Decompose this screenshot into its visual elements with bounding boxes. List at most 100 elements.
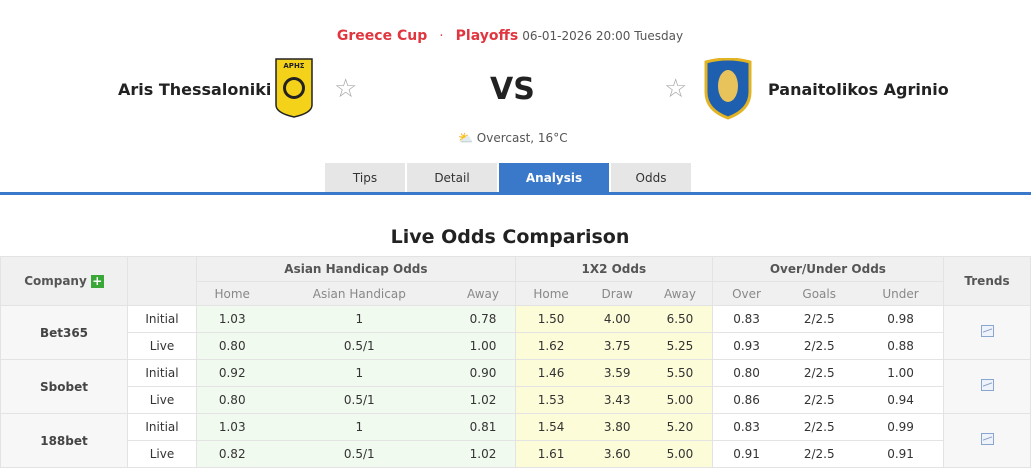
home-favorite-star-icon[interactable]: ☆ (334, 74, 358, 104)
ou-odds-cell[interactable]: 1.00 (858, 359, 945, 387)
ah-odds-cell[interactable]: 1 (267, 305, 452, 333)
add-company-plus-icon[interactable]: + (90, 274, 104, 288)
ah-odds-cell[interactable]: 1.02 (451, 440, 516, 468)
ou-odds-cell[interactable]: 2/2.5 (780, 332, 859, 360)
ah-odds-cell[interactable]: 0.5/1 (267, 386, 452, 414)
ah-subheader: Away (451, 281, 516, 306)
round-label: Playoffs (455, 28, 519, 44)
x12-odds-cell[interactable]: 3.75 (586, 332, 649, 360)
trends-header: Trends (943, 256, 1031, 306)
x12-odds-cell[interactable]: 1.62 (514, 332, 587, 360)
table-row: Live 0.80 0.5/1 1.00 1.62 3.75 5.25 0.93 2/2.5 0.… (1, 332, 1031, 360)
vs-label: VS (490, 72, 535, 107)
trends-cell[interactable] (943, 359, 1031, 414)
table-row: Live 0.80 0.5/1 1.02 1.53 3.43 5.00 0.86 2/2.5 0.… (1, 386, 1031, 414)
company-name[interactable]: 188bet (0, 413, 128, 468)
tab-detail[interactable]: Detail (407, 163, 497, 193)
x12-header: 1X2 Odds (514, 256, 713, 282)
ou-odds-cell[interactable]: 2/2.5 (780, 386, 859, 414)
table-row: 188bet Initial 1.03 1 0.81 1.54 3.80 5.20 0.83 2/… (0, 413, 1031, 468)
ou-odds-cell[interactable]: 2/2.5 (780, 305, 859, 333)
ah-odds-cell[interactable]: 0.90 (451, 359, 516, 387)
match-header: Greece Cup · Playoffs 06-01-2026 20:00 T… (0, 0, 1035, 195)
ah-odds-cell[interactable]: 0.81 (451, 413, 516, 441)
x12-odds-cell[interactable]: 3.43 (586, 386, 649, 414)
tab-odds[interactable]: Odds (611, 163, 691, 193)
x12-odds-cell[interactable]: 3.59 (586, 359, 649, 387)
x12-odds-cell[interactable]: 4.00 (586, 305, 649, 333)
ah-odds-cell[interactable]: 0.82 (196, 440, 268, 468)
ah-odds-cell[interactable]: 0.5/1 (267, 332, 452, 360)
x12-odds-cell[interactable]: 1.53 (514, 386, 587, 414)
home-team-logo[interactable]: ΑΡΗΣ (275, 58, 313, 118)
ou-odds-cell[interactable]: 0.83 (711, 305, 781, 333)
ou-odds-cell[interactable]: 0.94 (858, 386, 945, 414)
x12-subheader: Home (514, 281, 587, 306)
ah-odds-cell[interactable]: 1.03 (196, 305, 268, 333)
ou-odds-cell[interactable]: 0.83 (711, 413, 781, 441)
ah-odds-cell[interactable]: 1 (267, 359, 452, 387)
ah-odds-cell[interactable]: 1.00 (451, 332, 516, 360)
ou-odds-cell[interactable]: 0.98 (858, 305, 945, 333)
odds-type: Initial (127, 413, 197, 441)
odds-table: Company + Asian Handicap Odds 1X2 Odds Ov… (0, 256, 1031, 468)
away-team-name[interactable]: Panaitolikos Agrinio (768, 80, 949, 99)
company-name[interactable]: Sbobet (0, 359, 128, 414)
odds-type: Initial (127, 359, 197, 387)
ah-odds-cell[interactable]: 1.02 (451, 386, 516, 414)
away-favorite-star-icon[interactable]: ☆ (664, 74, 688, 104)
ou-subheader: Goals (780, 281, 859, 306)
x12-odds-cell[interactable]: 5.20 (648, 413, 713, 441)
ou-subheader: Over (711, 281, 781, 306)
ah-odds-cell[interactable]: 0.80 (196, 386, 268, 414)
x12-odds-cell[interactable]: 1.46 (514, 359, 587, 387)
trend-chart-icon[interactable] (980, 433, 994, 445)
trend-chart-icon[interactable] (980, 325, 994, 337)
ou-odds-cell[interactable]: 0.91 (858, 440, 945, 468)
ah-header: Asian Handicap Odds (196, 256, 516, 282)
x12-odds-cell[interactable]: 3.80 (586, 413, 649, 441)
ah-odds-cell[interactable]: 1 (267, 413, 452, 441)
x12-odds-cell[interactable]: 1.61 (514, 440, 587, 468)
trends-cell[interactable] (943, 413, 1031, 468)
trends-cell[interactable] (943, 305, 1031, 360)
ou-odds-cell[interactable]: 0.86 (711, 386, 781, 414)
x12-odds-cell[interactable]: 5.25 (648, 332, 713, 360)
ah-odds-cell[interactable]: 0.80 (196, 332, 268, 360)
home-team-name[interactable]: Aris Thessaloniki (118, 80, 272, 99)
company-name[interactable]: Bet365 (0, 305, 128, 360)
x12-odds-cell[interactable]: 6.50 (648, 305, 713, 333)
ou-odds-cell[interactable]: 2/2.5 (780, 413, 859, 441)
table-row: Live 0.82 0.5/1 1.02 1.61 3.60 5.00 0.91 2/2.5 0.… (1, 440, 1031, 468)
ah-odds-cell[interactable]: 0.78 (451, 305, 516, 333)
ou-odds-cell[interactable]: 0.93 (711, 332, 781, 360)
away-team-logo[interactable] (704, 58, 752, 120)
ah-subheader: Home (196, 281, 268, 306)
company-header-label: Company (24, 274, 87, 288)
weather: ⛅ Overcast, 16°C (458, 131, 568, 145)
x12-subheader: Away (648, 281, 713, 306)
company-header: Company + (0, 256, 128, 306)
ah-odds-cell[interactable]: 1.03 (196, 413, 268, 441)
tab-tips[interactable]: Tips (325, 163, 405, 193)
ou-odds-cell[interactable]: 0.91 (711, 440, 781, 468)
ou-odds-cell[interactable]: 2/2.5 (780, 440, 859, 468)
trend-chart-icon[interactable] (980, 379, 994, 391)
tab-analysis[interactable]: Analysis (499, 163, 609, 193)
match-datetime: 06-01-2026 20:00 Tuesday (522, 29, 684, 43)
ou-odds-cell[interactable]: 0.80 (711, 359, 781, 387)
league-link[interactable]: Greece Cup (336, 28, 428, 44)
ou-odds-cell[interactable]: 0.88 (858, 332, 945, 360)
tab-underline (0, 192, 1031, 195)
x12-odds-cell[interactable]: 1.50 (514, 305, 587, 333)
ou-odds-cell[interactable]: 2/2.5 (780, 359, 859, 387)
ah-odds-cell[interactable]: 0.5/1 (267, 440, 452, 468)
x12-odds-cell[interactable]: 5.00 (648, 386, 713, 414)
x12-odds-cell[interactable]: 5.50 (648, 359, 713, 387)
ou-odds-cell[interactable]: 0.99 (858, 413, 945, 441)
x12-odds-cell[interactable]: 3.60 (586, 440, 649, 468)
league-line: Greece Cup · Playoffs 06-01-2026 20:00 T… (0, 28, 1020, 44)
ah-odds-cell[interactable]: 0.92 (196, 359, 268, 387)
x12-odds-cell[interactable]: 1.54 (514, 413, 587, 441)
x12-odds-cell[interactable]: 5.00 (648, 440, 713, 468)
